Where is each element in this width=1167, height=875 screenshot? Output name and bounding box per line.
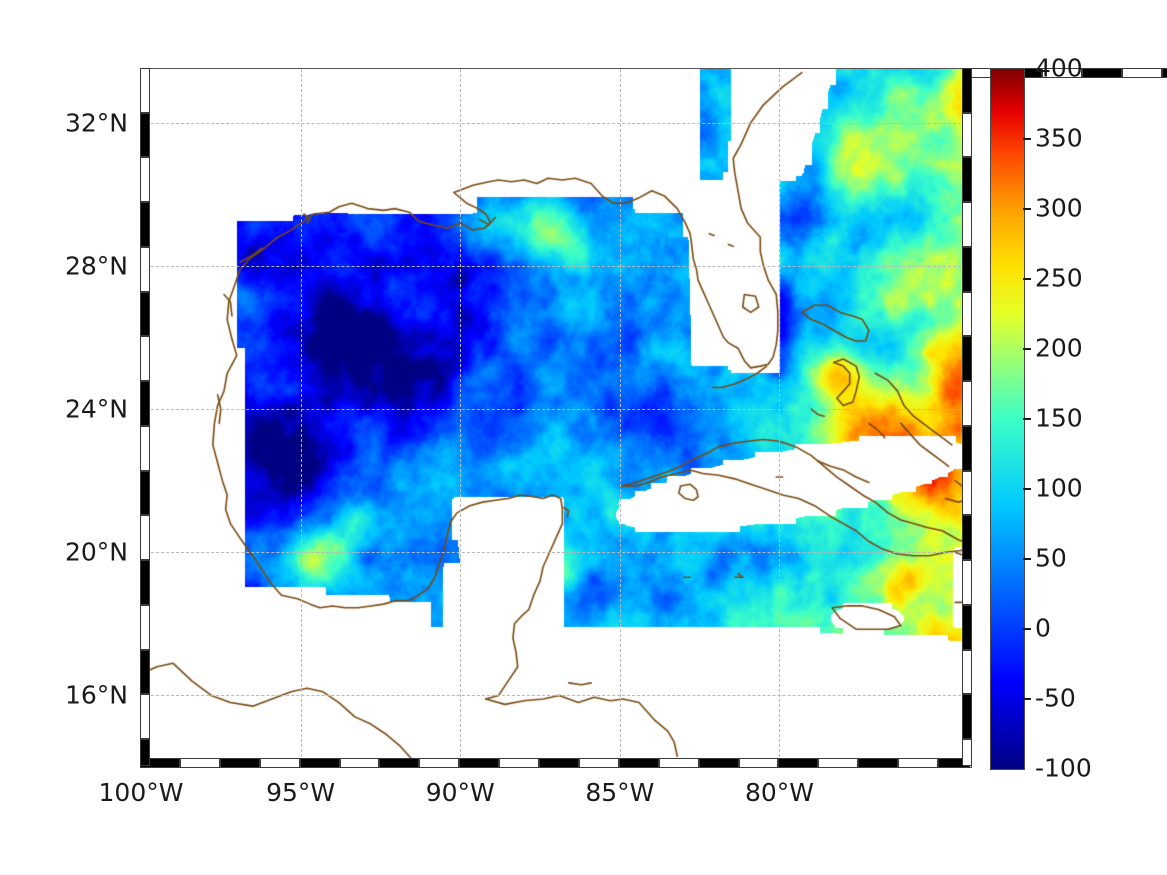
colorbar-tick-label: -100 (1035, 753, 1092, 783)
colorbar-tick-label: 400 (1035, 53, 1083, 83)
y-tick-label: 28°N (64, 251, 128, 281)
colorbar-tick-mark (1023, 698, 1031, 700)
colorbar-tick-label: 300 (1035, 193, 1083, 223)
colorbar: -100 -50 0 50 100 150 200 250 300 350 400 (990, 54, 1092, 783)
y-tick-label: 16°N (64, 680, 128, 710)
colorbar-tick-label: 50 (1035, 543, 1067, 573)
map-plot-area (141, 69, 971, 767)
colorbar-tick-mark (1023, 278, 1031, 280)
colorbar-tick-label: 100 (1035, 473, 1083, 503)
colorbar-tick-mark (1023, 418, 1031, 420)
frame-block-top (1161, 68, 1167, 78)
colorbar-tick-mark (1023, 558, 1031, 560)
x-tick-label: 80°W (744, 778, 814, 807)
colorbar-tick-label: 200 (1035, 333, 1083, 363)
frame-block-top (1121, 68, 1162, 78)
colorbar-tick-mark (1023, 488, 1031, 490)
y-tick-label: 32°N (64, 108, 128, 138)
colorbar-tick-label: 250 (1035, 263, 1083, 293)
colorbar-tick-mark (1023, 208, 1031, 210)
x-tick-label: 85°W (585, 778, 655, 807)
y-tick-label: 24°N (64, 394, 128, 424)
colorbar-tick-label: 150 (1035, 403, 1083, 433)
colorbar-tick-label: 350 (1035, 123, 1083, 153)
x-tick-label: 95°W (266, 778, 336, 807)
colorbar-tick-label: -50 (1035, 683, 1076, 713)
x-tick-label: 90°W (425, 778, 495, 807)
colorbar-tick-label: 0 (1035, 613, 1051, 643)
colorbar-gradient (990, 68, 1025, 770)
y-tick-label: 20°N (64, 537, 128, 567)
x-tick-label: 100°W (98, 778, 184, 807)
colorbar-tick-mark (1023, 628, 1031, 630)
sea-surface-field-raster (141, 69, 971, 767)
map-axes (140, 68, 1167, 768)
colorbar-tick-mark (1023, 138, 1031, 140)
frame-block-top (1081, 68, 1122, 78)
colorbar-tick-mark (1023, 348, 1031, 350)
